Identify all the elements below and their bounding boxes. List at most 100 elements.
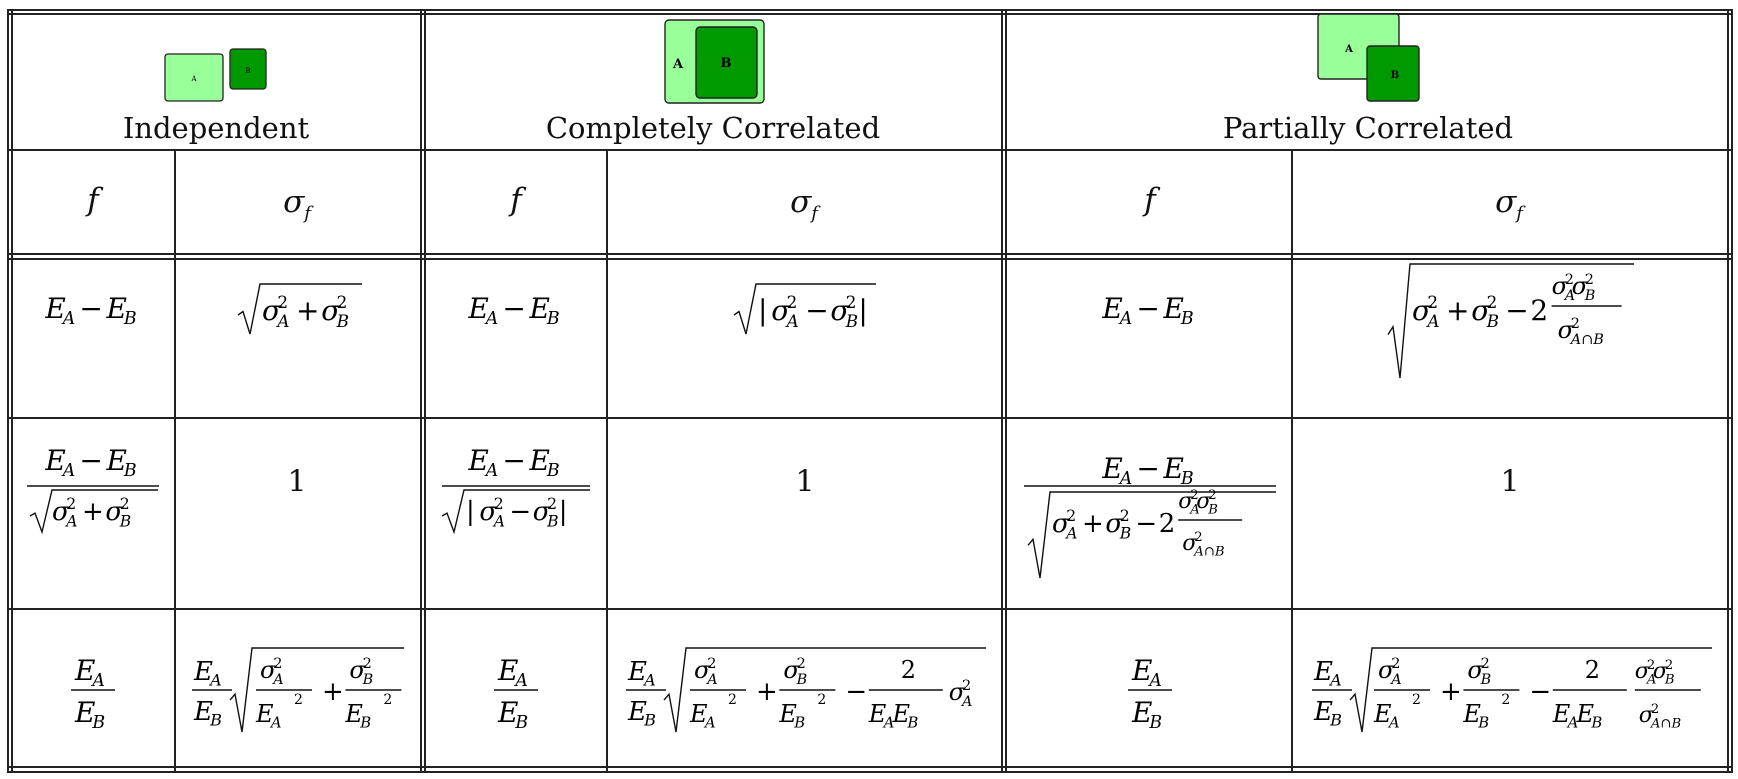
subheader-f: f bbox=[510, 182, 522, 218]
expectation-symbol: E bbox=[1313, 657, 1333, 687]
subscript: B bbox=[1590, 713, 1602, 731]
expectation-symbol: E bbox=[868, 700, 887, 728]
subscript: B bbox=[119, 513, 131, 531]
subscript: A bbox=[1646, 673, 1657, 688]
superscript: 2 bbox=[1565, 272, 1574, 288]
subscript: B bbox=[1148, 713, 1162, 733]
radical-sign bbox=[1387, 263, 1634, 379]
subscript: A bbox=[64, 513, 77, 531]
subscript: B bbox=[1329, 711, 1342, 730]
subscript: A bbox=[642, 671, 656, 690]
icon-label-a: A bbox=[672, 57, 684, 72]
radical-sign bbox=[663, 647, 986, 733]
superscript: 2 bbox=[1585, 272, 1594, 288]
subscript: A bbox=[1118, 309, 1133, 329]
subscript: B bbox=[336, 311, 349, 331]
operator: | bbox=[758, 294, 767, 327]
radical-sign bbox=[441, 489, 590, 535]
superscript: 2 bbox=[120, 495, 130, 513]
expectation-symbol: E bbox=[1552, 700, 1571, 728]
subscript: B bbox=[1477, 713, 1489, 731]
sigma-symbol: σ bbox=[1635, 659, 1651, 684]
sigma-symbol: σ bbox=[949, 678, 966, 706]
expectation-symbol: E bbox=[1101, 292, 1122, 325]
sigma-symbol: σ bbox=[1639, 703, 1655, 728]
header-independent: Independent bbox=[122, 111, 310, 145]
superscript: 2 bbox=[787, 292, 798, 312]
superscript: 2 bbox=[1651, 702, 1659, 717]
operator: | bbox=[466, 497, 475, 527]
subheader-sigma-f: σf bbox=[283, 183, 311, 225]
subscript: A bbox=[1387, 713, 1400, 731]
expectation-symbol: E bbox=[689, 700, 708, 728]
sigma-symbol: σ bbox=[1558, 316, 1575, 344]
icon-label-a: A bbox=[190, 75, 197, 83]
operator: − bbox=[502, 444, 525, 477]
operator: − bbox=[1136, 292, 1159, 325]
expectation-symbol: E bbox=[106, 444, 127, 477]
radical-sign bbox=[29, 489, 158, 535]
expectation-symbol: E bbox=[497, 654, 518, 687]
operator: | bbox=[559, 497, 568, 527]
superscript: 2 bbox=[1208, 488, 1216, 503]
icon-label-b: B bbox=[1391, 70, 1399, 81]
sigma-symbol: σ bbox=[1471, 294, 1491, 327]
sigma-symbol: σ bbox=[1653, 659, 1669, 684]
operator: | bbox=[858, 294, 867, 327]
superscript: 2 bbox=[494, 495, 504, 513]
superscript: 2 bbox=[1066, 507, 1076, 525]
superscript: 2 bbox=[817, 692, 826, 708]
subscript: A bbox=[1147, 671, 1162, 691]
expectation-symbol: E bbox=[627, 697, 647, 727]
sigma-symbol: σ bbox=[1572, 272, 1589, 300]
expectation-symbol: E bbox=[74, 696, 95, 729]
subscript: B bbox=[1180, 469, 1194, 489]
sigma-symbol: σ bbox=[260, 656, 277, 684]
subscript: B bbox=[123, 461, 137, 481]
sigma-value-one: 1 bbox=[795, 464, 815, 500]
expectation-symbol: E bbox=[1131, 654, 1152, 687]
superscript: 2 bbox=[846, 292, 857, 312]
numerator: 2 bbox=[1585, 656, 1600, 684]
subscript: B bbox=[1180, 309, 1194, 329]
operator: + bbox=[82, 497, 104, 527]
expectation-symbol: E bbox=[1131, 696, 1152, 729]
sigma-symbol: σ bbox=[1467, 656, 1484, 684]
subscript: A bbox=[1563, 288, 1575, 304]
completely-correlated-venn-icon: A B bbox=[664, 19, 765, 104]
expectation-symbol: E bbox=[106, 292, 127, 325]
subscript: B bbox=[1584, 288, 1596, 304]
sigma-symbol: σ bbox=[830, 294, 850, 327]
subscript: A∩B bbox=[1193, 545, 1225, 560]
superscript: 2 bbox=[1647, 658, 1655, 673]
subheader-f: f bbox=[1144, 182, 1156, 218]
superscript: 2 bbox=[797, 656, 806, 672]
sigma-symbol: σ bbox=[52, 497, 71, 527]
sigma-symbol: σ bbox=[1182, 531, 1198, 556]
subscript: B bbox=[793, 713, 805, 731]
subscript: A bbox=[1328, 671, 1342, 690]
subscript: B bbox=[1664, 673, 1675, 688]
icon-label-b: B bbox=[245, 67, 250, 75]
subscript: A bbox=[1118, 469, 1133, 489]
superscript: 2 bbox=[707, 656, 716, 672]
operator: − bbox=[805, 294, 828, 327]
radical-sign bbox=[229, 647, 404, 733]
numerator: 2 bbox=[901, 656, 916, 684]
superscript: 2 bbox=[363, 656, 372, 672]
sigma-value-one: 1 bbox=[1500, 464, 1520, 500]
operator: − bbox=[79, 444, 102, 477]
subheader-sigma-f: σf bbox=[1495, 183, 1523, 225]
sigma-symbol: σ bbox=[479, 497, 498, 527]
expectation-symbol: E bbox=[497, 696, 518, 729]
subscript: A bbox=[208, 671, 222, 690]
subscript: A bbox=[1389, 672, 1401, 688]
superscript: 2 bbox=[337, 292, 348, 312]
expectation-symbol: E bbox=[1313, 697, 1333, 727]
superscript: 2 bbox=[294, 692, 303, 708]
operator: + bbox=[1440, 677, 1462, 707]
sigma-symbol: σ bbox=[1552, 272, 1569, 300]
expectation-symbol: E bbox=[193, 697, 213, 727]
sigma-symbol: σ bbox=[1105, 509, 1124, 539]
